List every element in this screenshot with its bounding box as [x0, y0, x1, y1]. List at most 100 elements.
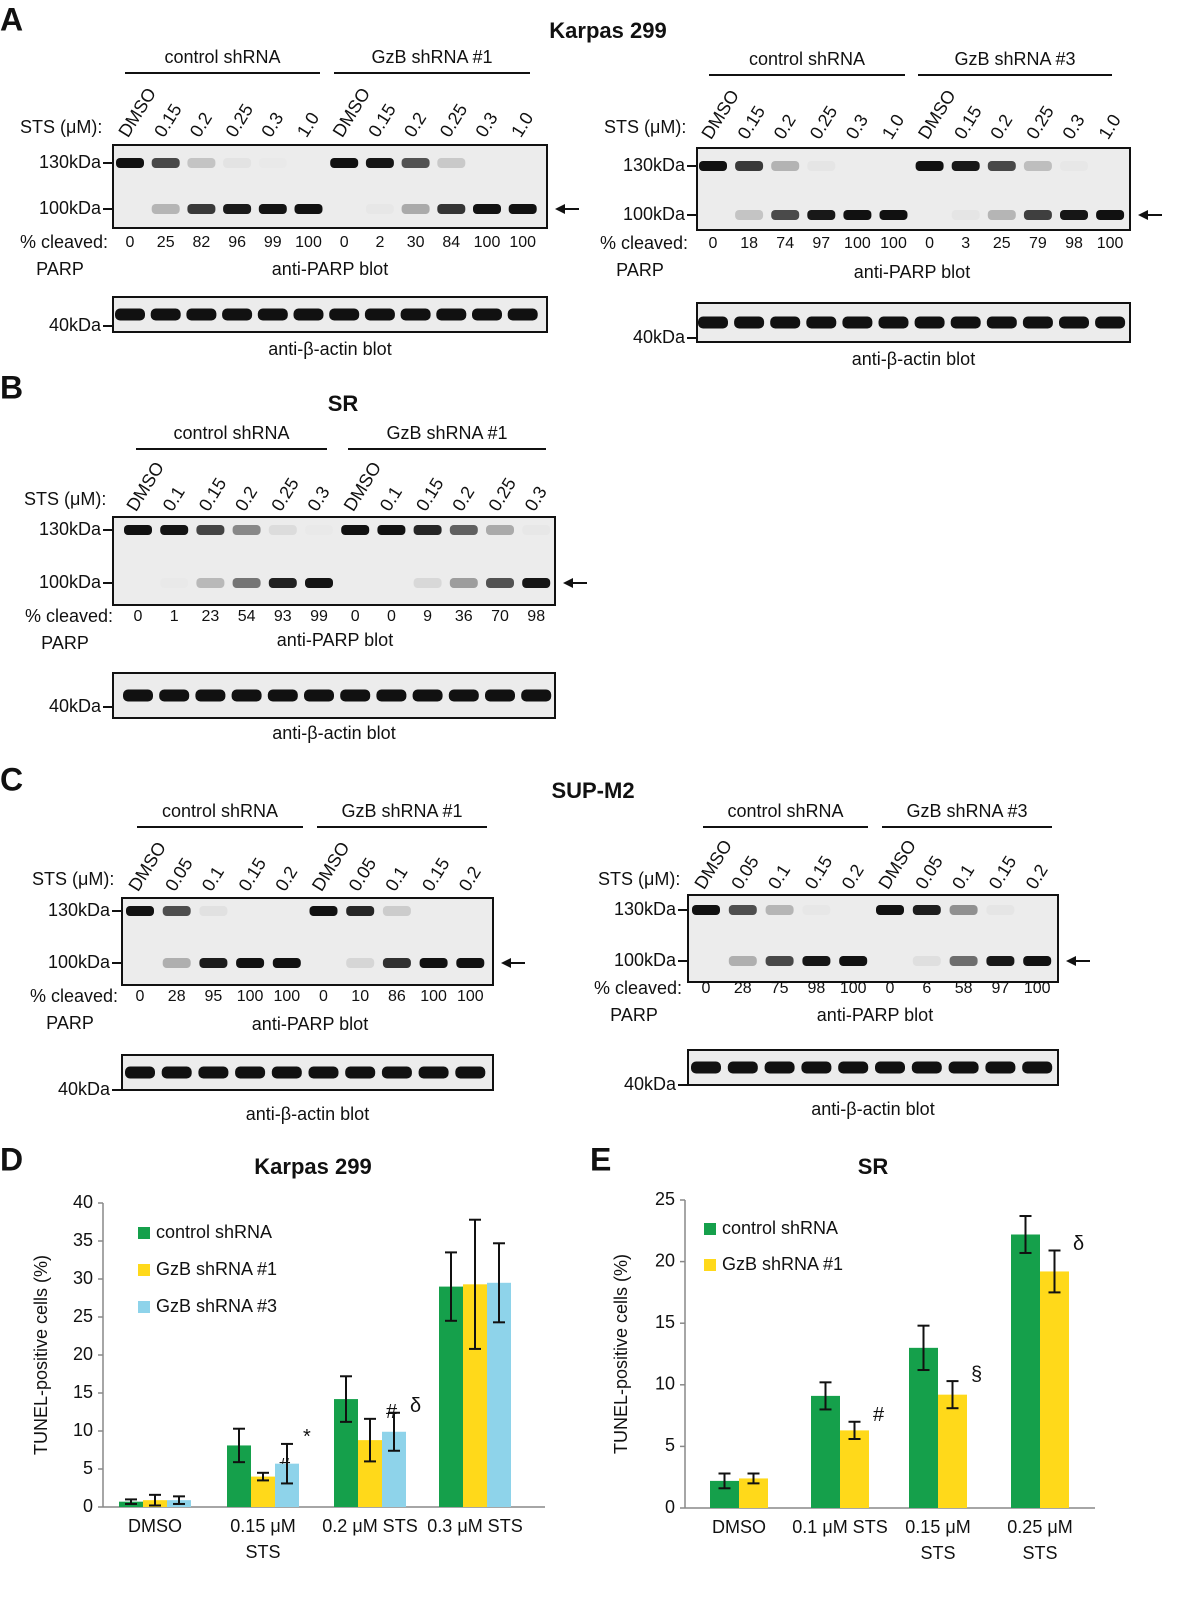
band-cleaved — [1023, 956, 1052, 966]
band-cleaved — [728, 956, 757, 966]
cleaved-percent: 25 — [157, 234, 175, 251]
band-full-length — [987, 161, 1016, 171]
band-full-length — [346, 906, 375, 916]
marker-label: 130kDa — [614, 899, 677, 919]
band-actin — [198, 1066, 229, 1079]
panel-letter: B — [0, 369, 23, 405]
blot-caption: anti-PARP blot — [277, 630, 393, 650]
lane-label: 0.25 — [222, 100, 258, 140]
band-actin — [150, 308, 181, 321]
band-cleaved — [366, 204, 394, 214]
band-actin — [838, 1061, 869, 1074]
band-cleaved — [807, 210, 836, 220]
bar — [1011, 1234, 1040, 1508]
band-actin — [727, 1061, 758, 1074]
band-full-length — [735, 161, 764, 171]
band-actin — [911, 1061, 942, 1074]
band-full-length — [232, 525, 261, 535]
band-full-length — [449, 525, 478, 535]
y-tick-label: 40 — [73, 1192, 93, 1212]
band-actin — [1022, 1061, 1053, 1074]
cleaved-percent: 28 — [734, 980, 752, 997]
panel-title: SR — [328, 391, 359, 416]
lane-label: 1.0 — [507, 109, 537, 141]
band-actin — [418, 1066, 449, 1079]
lane-label: 0.1 — [764, 861, 794, 893]
y-tick-label: 35 — [73, 1230, 93, 1250]
lane-label: 0.15 — [412, 474, 448, 514]
chart-title: SR — [858, 1154, 889, 1179]
lane-label: 0.05 — [727, 852, 763, 892]
y-tick-label: 25 — [73, 1306, 93, 1326]
lane-label: 0.15 — [734, 102, 770, 142]
legend-swatch — [704, 1223, 716, 1235]
marker-label: 130kDa — [623, 155, 686, 175]
lane-label: 0.2 — [986, 111, 1016, 143]
lane-label: 0.05 — [345, 854, 381, 894]
marker-label: 100kDa — [623, 204, 686, 224]
cleaved-percent: 58 — [955, 980, 973, 997]
significance-mark: # — [873, 1404, 885, 1426]
band-actin — [455, 1066, 486, 1079]
blot-background — [112, 144, 548, 229]
band-full-length — [437, 158, 466, 168]
band-cleaved — [258, 204, 287, 214]
cleaved-label: % cleaved: — [594, 978, 682, 998]
cleaved-percent: 100 — [273, 988, 300, 1005]
band-cleaved — [413, 578, 442, 588]
band-actin — [986, 316, 1017, 329]
y-tick-label: 20 — [655, 1250, 675, 1270]
lane-label: 0.1 — [948, 861, 978, 893]
band-actin — [125, 1066, 155, 1079]
cleaved-label: PARP — [36, 259, 84, 279]
band-actin — [308, 1066, 339, 1079]
cleaved-percent: 98 — [1065, 235, 1083, 252]
band-cleaved — [987, 210, 1016, 220]
band-cleaved — [1023, 210, 1052, 220]
cleaved-percent: 6 — [922, 980, 931, 997]
band-actin — [195, 689, 226, 702]
bar — [938, 1394, 967, 1508]
band-cleaved — [223, 204, 252, 214]
band-cleaved — [879, 210, 908, 220]
lane-label: 0.1 — [159, 483, 189, 515]
band-cleaved — [508, 204, 537, 214]
band-cleaved — [1060, 210, 1088, 220]
cleaved-percent: 74 — [776, 235, 794, 252]
cleaved-percent: 0 — [387, 608, 396, 625]
cleaved-percent: 0 — [886, 980, 895, 997]
band-cleaved — [843, 210, 872, 220]
lane-label: 0.05 — [911, 852, 947, 892]
group-label: control shRNA — [173, 423, 289, 443]
marker-label: 130kDa — [48, 900, 111, 920]
blot-caption: anti-PARP blot — [817, 1005, 933, 1025]
band-cleaved — [735, 210, 764, 220]
band-full-length — [196, 525, 225, 535]
band-actin — [878, 316, 909, 329]
y-tick-label: 0 — [665, 1497, 675, 1517]
lane-label: 0.3 — [257, 109, 287, 141]
band-full-length — [268, 525, 297, 535]
legend-label: GzB shRNA #1 — [156, 1259, 277, 1279]
cleaved-label: PARP — [41, 633, 89, 653]
band-cleaved — [305, 578, 333, 588]
band-actin — [485, 689, 515, 702]
band-full-length — [765, 905, 794, 915]
significance-mark: * — [303, 1426, 311, 1448]
band-full-length — [377, 525, 406, 535]
panel-letter: A — [0, 1, 23, 37]
arrow-head — [1066, 956, 1076, 966]
group-label: GzB shRNA #3 — [954, 49, 1075, 69]
lane-label: 0.25 — [267, 474, 303, 514]
cleaved-percent: 0 — [340, 234, 349, 251]
band-full-length — [692, 905, 720, 915]
band-actin — [123, 689, 153, 702]
cleaved-percent: 0 — [709, 235, 718, 252]
cleaved-label: % cleaved: — [20, 232, 108, 252]
legend-swatch — [138, 1227, 150, 1239]
cleaved-percent: 25 — [993, 235, 1011, 252]
marker-label: 40kDa — [633, 327, 686, 347]
legend-label: control shRNA — [156, 1222, 272, 1242]
lane-label: 0.3 — [303, 483, 333, 515]
